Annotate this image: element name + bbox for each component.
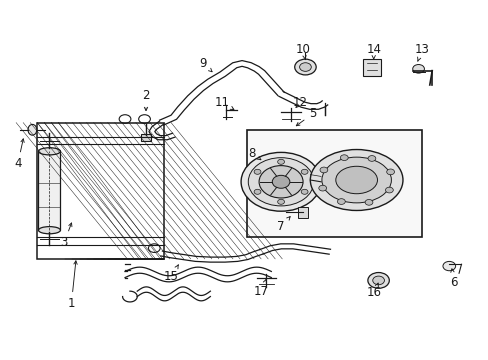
Circle shape: [254, 169, 261, 174]
Text: 1: 1: [67, 261, 77, 310]
Circle shape: [241, 152, 321, 211]
Circle shape: [318, 185, 326, 191]
Ellipse shape: [310, 149, 402, 211]
Circle shape: [299, 63, 311, 71]
Text: 3: 3: [61, 223, 72, 249]
Ellipse shape: [321, 157, 390, 203]
Circle shape: [272, 175, 289, 188]
Circle shape: [340, 155, 347, 161]
Bar: [37, 123, 163, 259]
Circle shape: [254, 189, 261, 194]
Bar: [298, 207, 307, 218]
Bar: [246, 130, 422, 237]
Text: 5: 5: [296, 107, 316, 126]
Text: 14: 14: [366, 42, 381, 59]
Text: 13: 13: [414, 42, 429, 61]
Ellipse shape: [39, 226, 61, 234]
Circle shape: [319, 167, 327, 173]
Circle shape: [301, 169, 307, 174]
Circle shape: [337, 199, 345, 204]
Text: 11: 11: [215, 96, 233, 109]
Circle shape: [367, 273, 388, 288]
Circle shape: [365, 199, 372, 205]
Circle shape: [248, 158, 313, 206]
Text: 10: 10: [295, 42, 310, 59]
Bar: [39, 151, 61, 230]
Text: 16: 16: [366, 283, 381, 300]
Circle shape: [386, 169, 394, 175]
Circle shape: [442, 261, 455, 271]
Circle shape: [385, 187, 392, 193]
Circle shape: [277, 199, 284, 204]
Circle shape: [372, 276, 384, 285]
Ellipse shape: [39, 148, 61, 155]
Text: 12: 12: [292, 96, 307, 109]
Text: 2: 2: [142, 89, 149, 111]
Text: 15: 15: [163, 265, 179, 283]
Ellipse shape: [335, 166, 377, 194]
Circle shape: [301, 189, 307, 194]
Circle shape: [367, 156, 375, 161]
Circle shape: [412, 64, 424, 73]
Circle shape: [277, 159, 284, 164]
Text: 9: 9: [199, 57, 212, 72]
Circle shape: [259, 166, 303, 198]
Bar: [363, 59, 380, 76]
Text: 8: 8: [247, 147, 260, 160]
Circle shape: [294, 59, 316, 75]
Text: 4: 4: [14, 139, 24, 170]
Text: 7: 7: [277, 217, 289, 233]
Text: 6: 6: [449, 269, 457, 289]
Bar: [141, 134, 151, 140]
Ellipse shape: [28, 125, 37, 135]
Text: 17: 17: [254, 279, 268, 298]
